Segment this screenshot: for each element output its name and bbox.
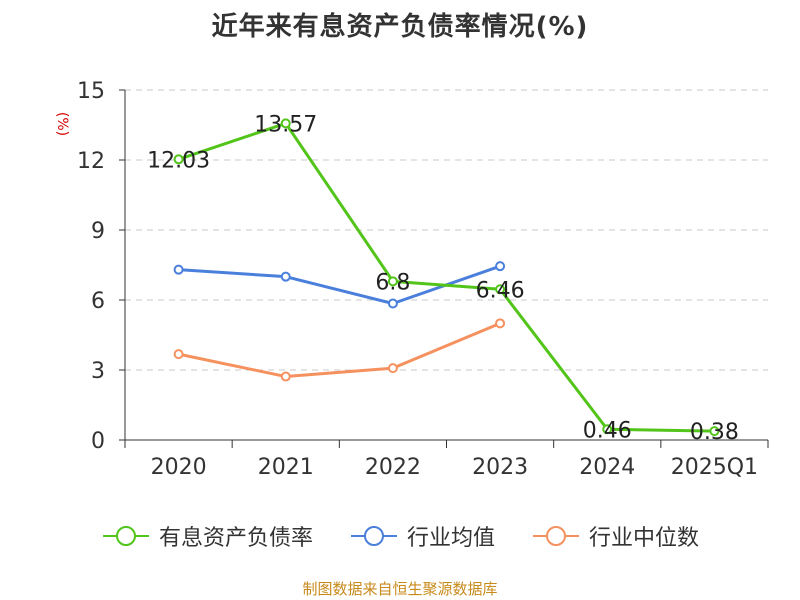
series-0-point-3 — [495, 284, 506, 295]
data-label-2: 6.8 — [375, 270, 410, 295]
x-tick-label-5: 2025Q1 — [671, 455, 758, 480]
series-0-point-5 — [709, 426, 720, 437]
x-tick-label-4: 2024 — [579, 455, 635, 480]
series-1-point-2 — [387, 298, 398, 309]
legend-label-industry-mean: 行业均值 — [406, 526, 495, 551]
legend-label-industry-median: 行业中位数 — [589, 526, 700, 551]
data-label-0: 12.03 — [147, 148, 210, 173]
series-0-point-0 — [173, 154, 184, 165]
series-1-point-0 — [173, 264, 184, 275]
x-tick-label-3: 2023 — [472, 455, 528, 480]
x-tick-label-1: 2021 — [258, 455, 314, 480]
data-label-4: 0.46 — [583, 418, 632, 443]
legend-swatch-median-icon — [533, 526, 579, 546]
data-label-3: 6.46 — [476, 278, 525, 303]
series-line-2 — [178, 321, 501, 379]
data-label-1: 13.57 — [254, 112, 317, 137]
series-2-point-3 — [495, 318, 506, 329]
legend-item-industry-median[interactable]: 行业中位数 — [531, 520, 699, 552]
data-source-note: 制图数据来自恒生聚源数据库 — [302, 580, 498, 598]
legend-item-rate[interactable]: 有息资产负债率 — [101, 520, 313, 552]
series-1-point-3 — [495, 261, 506, 272]
series-1-point-1 — [280, 271, 291, 282]
series-2-point-0 — [173, 349, 184, 360]
x-tick-label-0: 2020 — [151, 455, 207, 480]
legend-swatch-rate-icon — [102, 526, 149, 546]
y-tick-label-5: 15 — [77, 79, 105, 104]
y-tick-label-3: 9 — [91, 219, 105, 244]
series-0-point-2 — [387, 276, 398, 287]
legend: 有息资产负债率 行业均值 行业中位数 — [0, 520, 800, 552]
legend-item-industry-mean[interactable]: 行业均值 — [349, 520, 495, 552]
series-0-point-4 — [602, 424, 613, 435]
series-0-point-1 — [280, 118, 291, 129]
series-2-point-1 — [280, 371, 291, 382]
series-line-0 — [178, 121, 715, 433]
series-2-point-2 — [387, 363, 398, 374]
legend-label-rate: 有息资产负债率 — [158, 526, 313, 551]
legend-swatch-mean-icon — [350, 526, 397, 546]
data-label-5: 0.38 — [690, 420, 739, 445]
y-tick-label-4: 12 — [77, 149, 105, 174]
y-tick-label-2: 6 — [91, 289, 105, 314]
chart-title: 近年来有息资产负债率情况(%) — [211, 12, 589, 42]
y-tick-label-1: 3 — [91, 359, 105, 384]
y-tick-label-0: 0 — [91, 429, 105, 454]
x-tick-label-2: 2022 — [365, 455, 421, 480]
